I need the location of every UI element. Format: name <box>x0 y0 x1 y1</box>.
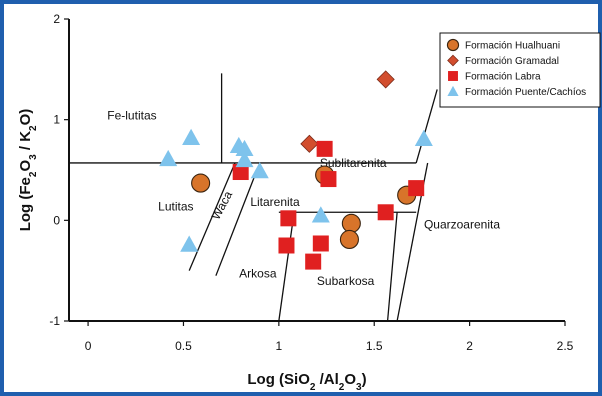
field-boundary-line <box>278 212 295 322</box>
circle-data-point <box>191 173 211 193</box>
y-tick-label: 2 <box>53 12 60 26</box>
square-data-point <box>408 180 425 197</box>
field-label: Quarzoarenita <box>424 217 500 231</box>
square-data-point <box>278 237 295 254</box>
x-tick-label: 0.5 <box>175 339 192 353</box>
field-boundary-line <box>386 212 398 322</box>
x-axis-title: Log (SiO2 /Al2O3) <box>247 371 366 393</box>
legend-box <box>439 32 601 108</box>
field-label: Fe-lutitas <box>107 109 156 123</box>
square-data-point <box>305 253 322 270</box>
square-data-point <box>377 204 394 221</box>
x-tick-label: 1 <box>276 339 283 353</box>
y-tick-label: -1 <box>49 314 60 328</box>
triangle-data-point <box>182 128 201 145</box>
triangle-data-point <box>159 149 178 167</box>
circle-data-point <box>341 213 361 233</box>
field-label: Lutitas <box>158 199 193 213</box>
legend-entry-label: Formación Labra <box>465 72 541 83</box>
triangle-data-point <box>180 235 199 252</box>
legend-diamond-icon <box>447 54 459 67</box>
field-boundary-line <box>415 89 438 164</box>
triangle-data-point <box>235 139 254 157</box>
square-data-point <box>312 235 329 252</box>
square-data-point <box>320 171 337 188</box>
circle-data-point <box>339 229 359 250</box>
square-data-point <box>316 140 333 157</box>
legend-square-icon <box>448 71 458 81</box>
legend-entry-label: Formación Gramadal <box>465 56 559 67</box>
y-axis-title: Log (Fe2O3 / K2O) <box>17 109 39 232</box>
diamond-data-point <box>376 70 395 89</box>
field-label: Waca <box>209 188 236 222</box>
x-tick-label: 0 <box>85 339 92 353</box>
diamond-data-point <box>300 134 319 153</box>
x-tick-label: 2 <box>466 339 473 353</box>
legend-entry-label: Formación Puente/Cachíos <box>465 87 586 98</box>
field-label: Arkosa <box>239 267 277 281</box>
legend-triangle-icon <box>447 85 459 96</box>
triangle-data-point <box>311 206 330 223</box>
x-tick-label: 2.5 <box>557 339 574 353</box>
triangle-data-point <box>235 150 254 168</box>
square-data-point <box>232 164 249 181</box>
field-label: Sublitarenita <box>320 156 387 170</box>
x-tick-label: 1.5 <box>366 339 383 353</box>
y-tick-label: 1 <box>53 113 60 127</box>
field-label: Subarkosa <box>317 274 375 288</box>
legend-entry-label: Formación Hualhuani <box>465 41 560 52</box>
field-boundary-line <box>215 162 261 276</box>
legend-circle-icon <box>446 38 460 52</box>
triangle-data-point <box>250 162 269 179</box>
square-data-point <box>280 210 297 227</box>
field-label: Litarenita <box>250 195 300 209</box>
field-boundary-line <box>188 162 236 271</box>
y-tick-label: 0 <box>53 213 60 227</box>
triangle-data-point <box>414 129 433 146</box>
